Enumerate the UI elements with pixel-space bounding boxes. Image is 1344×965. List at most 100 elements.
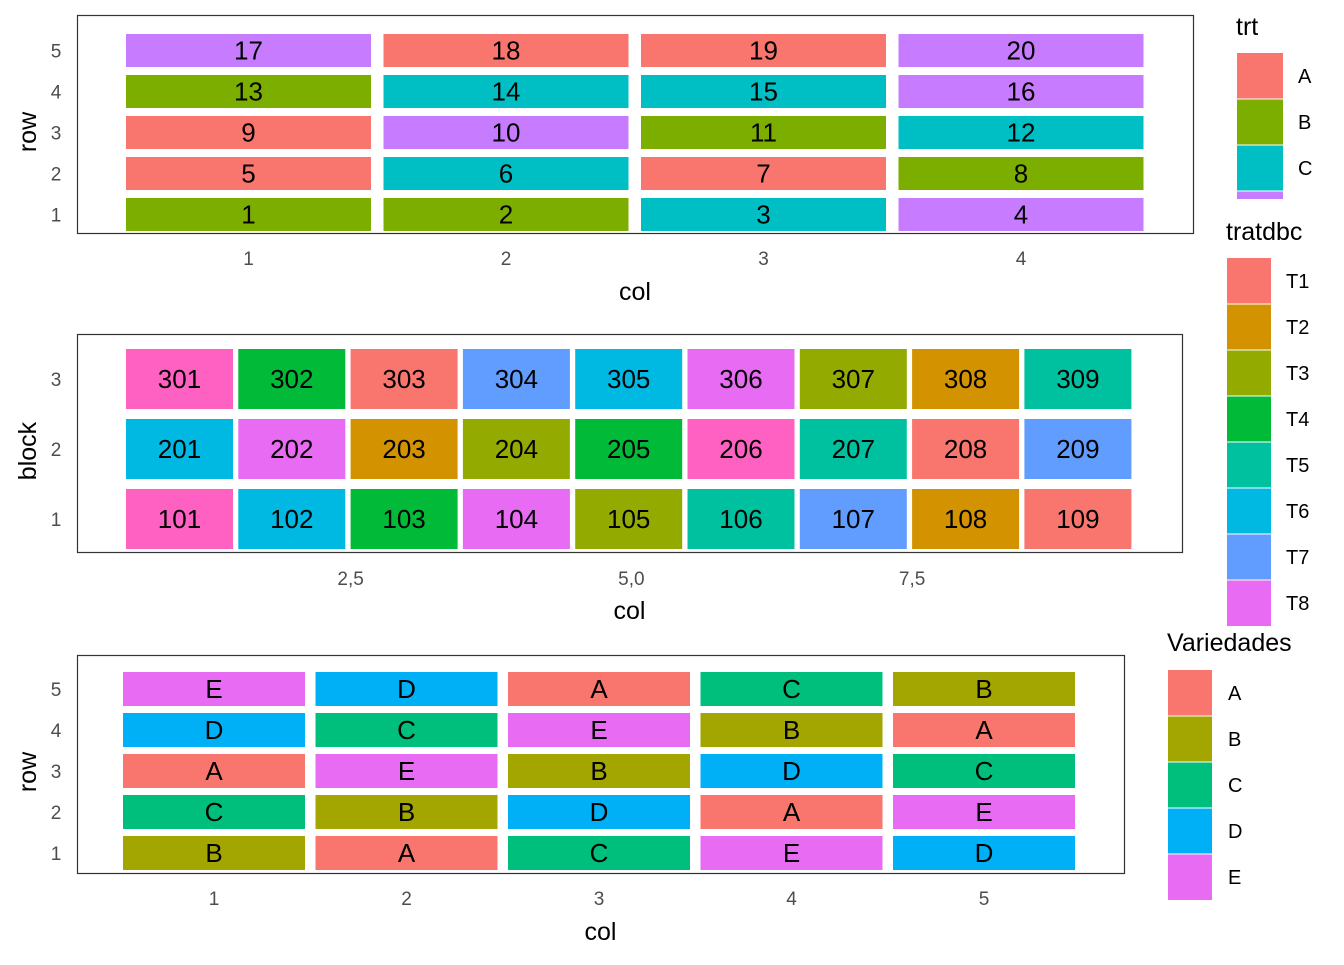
cell-rect	[700, 713, 883, 747]
cell-label: 105	[607, 504, 650, 534]
cell-rect	[799, 489, 907, 549]
cell-rect	[462, 489, 570, 549]
cell-label: 107	[832, 504, 875, 534]
legend-title: Variedades	[1167, 629, 1292, 657]
cell-label: E	[783, 838, 800, 868]
cell-label: 307	[832, 364, 875, 394]
legend-label: T3	[1286, 363, 1309, 385]
cell-label: 1	[241, 200, 255, 230]
cell-rect	[641, 198, 886, 231]
cell-label: 7	[756, 159, 770, 189]
cell-label: B	[398, 797, 415, 827]
legend-key	[1168, 716, 1212, 762]
legend-key	[1227, 258, 1271, 304]
legend-key	[1227, 442, 1271, 488]
cell-label: E	[398, 756, 415, 786]
cell-rect	[893, 836, 1075, 870]
cell-label: B	[975, 674, 992, 704]
y-tick-label: 3	[51, 762, 62, 783]
y-tick-label: 2	[51, 803, 62, 824]
y-tick-label: 1	[51, 844, 62, 865]
cell-rect	[383, 198, 629, 231]
cell-rect	[238, 489, 346, 549]
y-tick-label: 1	[51, 510, 62, 531]
legend-label: C	[1228, 775, 1242, 797]
cell-rect	[893, 795, 1075, 829]
cell-label: 4	[1014, 200, 1028, 230]
cell-rect	[799, 419, 907, 479]
cell-rect	[687, 349, 795, 409]
cell-rect	[123, 754, 305, 788]
legend-label: T8	[1286, 593, 1309, 615]
x-tick-label: 3	[594, 889, 605, 910]
y-tick-label: 5	[51, 680, 62, 701]
legend-label: T6	[1286, 501, 1309, 523]
cell-label: D	[975, 838, 994, 868]
cell-rect	[462, 419, 570, 479]
y-tick-label: 4	[51, 83, 62, 104]
cell-label: 302	[270, 364, 313, 394]
cell-label: 104	[495, 504, 538, 534]
cell-rect	[575, 489, 683, 549]
cell-rect	[238, 419, 346, 479]
cell-label: A	[398, 838, 416, 868]
cell-rect	[700, 836, 883, 870]
legend-label: T1	[1286, 271, 1309, 293]
y-tick-label: 1	[51, 206, 62, 227]
x-tick-label: 2,5	[337, 569, 363, 590]
x-tick-label: 1	[209, 889, 220, 910]
legend-label: B	[1298, 112, 1311, 134]
legend-label: D	[1228, 821, 1242, 843]
y-tick-label: 3	[51, 370, 62, 391]
legend-title: trt	[1236, 13, 1258, 41]
cell-rect	[383, 116, 629, 149]
cell-label: B	[205, 838, 222, 868]
cell-label: 17	[234, 36, 263, 66]
x-axis-title: col	[585, 918, 617, 946]
cell-rect	[912, 419, 1020, 479]
x-tick-label: 2	[501, 249, 512, 270]
cell-rect	[898, 34, 1144, 67]
x-tick-label: 5	[979, 889, 990, 910]
cell-rect	[126, 116, 371, 149]
y-axis-title: block	[14, 421, 42, 480]
legend-key	[1168, 670, 1212, 716]
cell-label: C	[397, 715, 416, 745]
cell-rect	[315, 795, 498, 829]
cell-label: 14	[492, 77, 521, 107]
legend-key	[1227, 580, 1271, 626]
legend-label: T5	[1286, 455, 1309, 477]
cell-rect	[508, 836, 690, 870]
cell-label: D	[782, 756, 801, 786]
cell-label: E	[590, 715, 607, 745]
cell-label: 108	[944, 504, 987, 534]
cell-label: 10	[492, 118, 521, 148]
cell-rect	[383, 34, 629, 67]
cell-rect	[508, 754, 690, 788]
cell-rect	[687, 489, 795, 549]
x-tick-label: 4	[1016, 249, 1027, 270]
cell-rect	[383, 157, 629, 190]
y-axis-title: row	[14, 111, 42, 152]
cell-rect	[912, 489, 1020, 549]
legend-key	[1237, 145, 1283, 191]
cell-rect	[893, 713, 1075, 747]
cell-label: 208	[944, 434, 987, 464]
cell-label: 204	[495, 434, 538, 464]
cell-label: 5	[241, 159, 255, 189]
x-tick-label: 1	[243, 249, 254, 270]
cell-rect	[641, 116, 886, 149]
cell-rect	[799, 349, 907, 409]
cell-rect	[126, 75, 371, 108]
cell-rect	[123, 795, 305, 829]
cell-rect	[508, 713, 690, 747]
cell-rect	[1024, 489, 1132, 549]
cell-label: B	[783, 715, 800, 745]
cell-rect	[126, 349, 233, 409]
cell-label: 20	[1007, 36, 1036, 66]
cell-label: 304	[495, 364, 538, 394]
cell-label: 209	[1056, 434, 1099, 464]
legend-label: T2	[1286, 317, 1309, 339]
cell-rect	[898, 157, 1144, 190]
